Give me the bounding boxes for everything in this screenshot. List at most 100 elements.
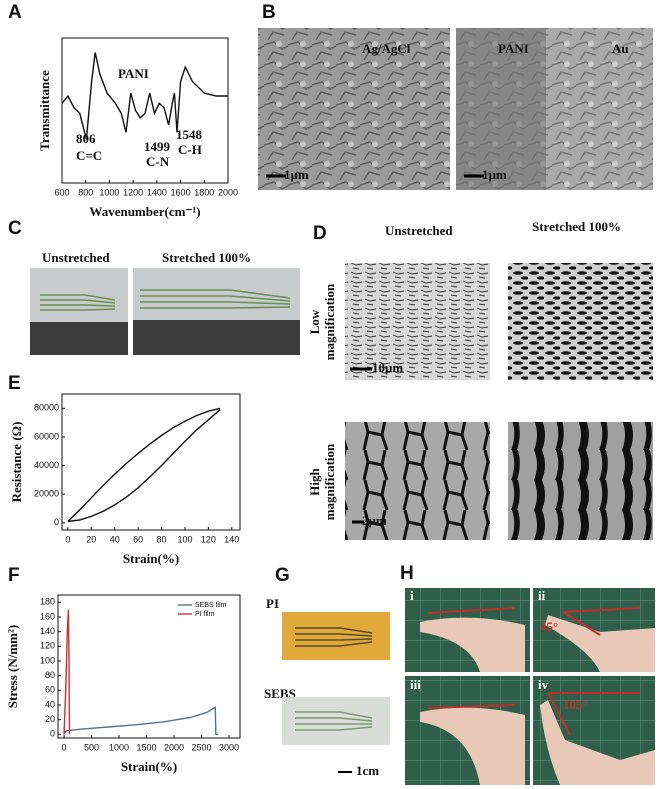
x-tick-label: 100 [177,534,192,544]
marker-line [427,607,516,614]
hand [420,617,525,672]
electrodes [40,294,116,311]
x-axis-label: Strain(%) [121,759,177,774]
x-tick-label: 1000 [109,742,129,752]
x-tick-label: 2000 [164,742,184,752]
data-line [63,609,71,735]
y-tick-label: 0 [54,517,59,527]
x-tick-label: 1000 [99,187,119,197]
subpanel-label: ii [538,588,546,603]
x-tick-label: 1200 [123,187,143,197]
panel-letter: H [400,563,414,584]
annotation: 1499 [144,139,171,154]
x-tick-label: 600 [54,187,69,197]
y-tick-label: 140 [40,626,55,636]
ruler [30,322,128,355]
image-label: Stretched 100% [162,250,251,265]
plot-frame [61,37,229,184]
y-tick-label: 80 [45,670,55,680]
x-tick-label: 3000 [219,742,239,752]
x-tick-label: 120 [201,534,216,544]
x-tick-label: 1600 [171,187,191,197]
y-tick-label: 20 [45,714,55,724]
plot-frame [61,393,241,531]
panel-letter: B [262,2,276,23]
image-label: Ag/AgCl [362,41,411,56]
row-label: magnification [322,443,337,520]
x-tick-label: 40 [110,534,120,544]
data-line [61,52,228,140]
x-tick-label: 20 [86,534,96,544]
electrodes [140,289,291,309]
x-tick-label: 1800 [194,187,214,197]
scale-label: 1cm [356,763,379,778]
column-label: Stretched 100% [532,219,621,234]
y-tick-label: 120 [40,641,55,651]
data-line [67,409,221,523]
sem-image [345,263,490,380]
subpanel-label: i [410,588,414,603]
panel-letter: G [275,565,290,586]
x-tick-label: 1500 [137,742,157,752]
x-tick-label: 800 [78,187,93,197]
row-label: High [307,468,322,496]
y-tick-label: 180 [40,597,55,607]
scale-label: 2μm [362,513,387,528]
marker-line [562,607,641,636]
legend-label: SEBS film [195,602,227,609]
panel-letter: A [8,2,22,23]
annotation: PANI [118,66,149,81]
x-tick-label: 80 [157,534,167,544]
x-tick-label: 0 [65,534,70,544]
electrodes [295,711,373,731]
image-label: PANI [498,41,529,56]
x-axis-label: Wavenumber(cm⁻¹) [89,204,200,219]
sem-overlay [456,28,546,190]
panel-letter: D [313,223,327,244]
marker-line [547,692,640,736]
annotation: 806 [76,131,96,146]
subpanel-label: iii [410,677,421,692]
y-tick-label: 20000 [34,489,59,499]
electrodes [295,627,373,647]
x-tick-label: 0 [62,742,67,752]
marker-line [427,704,516,709]
y-axis-label: Resistance (Ω) [9,422,24,503]
plot-frame [57,594,241,739]
x-tick-label: 2000 [218,187,238,197]
y-tick-label: 0 [50,729,55,739]
sem-image [345,422,490,540]
sem-image [508,422,653,540]
scale-label: 1μm [482,167,507,182]
image-label: Unstretched [42,250,110,265]
data-line [63,705,218,735]
legend-label: PI film [195,611,215,618]
x-tick-label: 60 [133,534,143,544]
y-tick-label: 40000 [34,460,59,470]
y-axis-label: Stress (N/mm²) [5,625,20,708]
subpanel-label: iv [538,677,549,692]
photo [282,697,390,745]
y-tick-label: 60000 [34,431,59,441]
y-tick-label: 60 [45,685,55,695]
scale-label: 1μm [284,167,309,182]
hand [545,615,655,672]
y-axis-label: Transmittance [37,70,52,151]
hand [420,707,525,785]
panel-letter: F [8,565,20,586]
sem-image [508,263,653,380]
data-line [67,407,221,522]
panel-letter: C [8,218,22,239]
annotation: C-N [146,154,170,169]
x-tick-label: 2500 [191,742,211,752]
row-label: Low [307,309,322,334]
photo [282,612,390,660]
annotation: C-H [178,142,202,157]
annotation: C=C [76,148,102,163]
annotation: 1548 [176,127,203,142]
image-label: PI [266,596,279,611]
image-label: Au [612,41,629,56]
row-label: magnification [322,283,337,360]
angle-label: 105° [563,697,588,712]
